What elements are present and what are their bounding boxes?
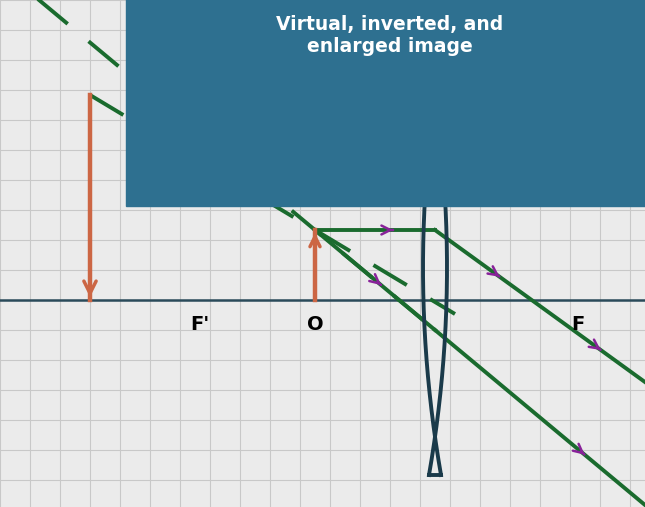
Text: O: O <box>306 315 323 334</box>
Text: F: F <box>571 315 584 334</box>
Text: Virtual, inverted, and
enlarged image: Virtual, inverted, and enlarged image <box>276 15 504 56</box>
Text: F': F' <box>190 315 210 334</box>
